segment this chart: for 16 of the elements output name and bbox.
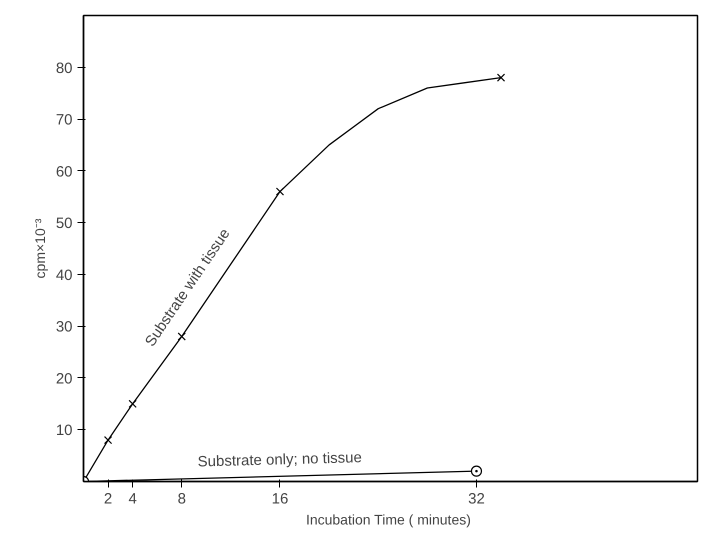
- x-axis-title: Incubation Time ( minutes): [306, 512, 471, 528]
- y-tick-label: 20: [56, 370, 73, 388]
- y-axis-title: cpm×10⁻³: [32, 218, 48, 278]
- y-tick-label: 70: [56, 112, 73, 129]
- y-tick-label: 80: [56, 60, 73, 77]
- x-tick-label: 32: [468, 490, 485, 508]
- y-tick-label: 50: [56, 215, 73, 232]
- x-tick-label: 16: [272, 490, 288, 508]
- x-tick-label: 4: [128, 490, 137, 508]
- y-tick-label: 10: [56, 422, 73, 440]
- y-tick-label: 40: [56, 266, 73, 284]
- x-tick-label: 2: [104, 490, 112, 508]
- series-label: Substrate only; no tissue: [197, 449, 362, 470]
- y-tick-label: 60: [56, 163, 73, 180]
- y-tick-label: 30: [56, 318, 73, 336]
- x-tick-label: 8: [178, 490, 186, 508]
